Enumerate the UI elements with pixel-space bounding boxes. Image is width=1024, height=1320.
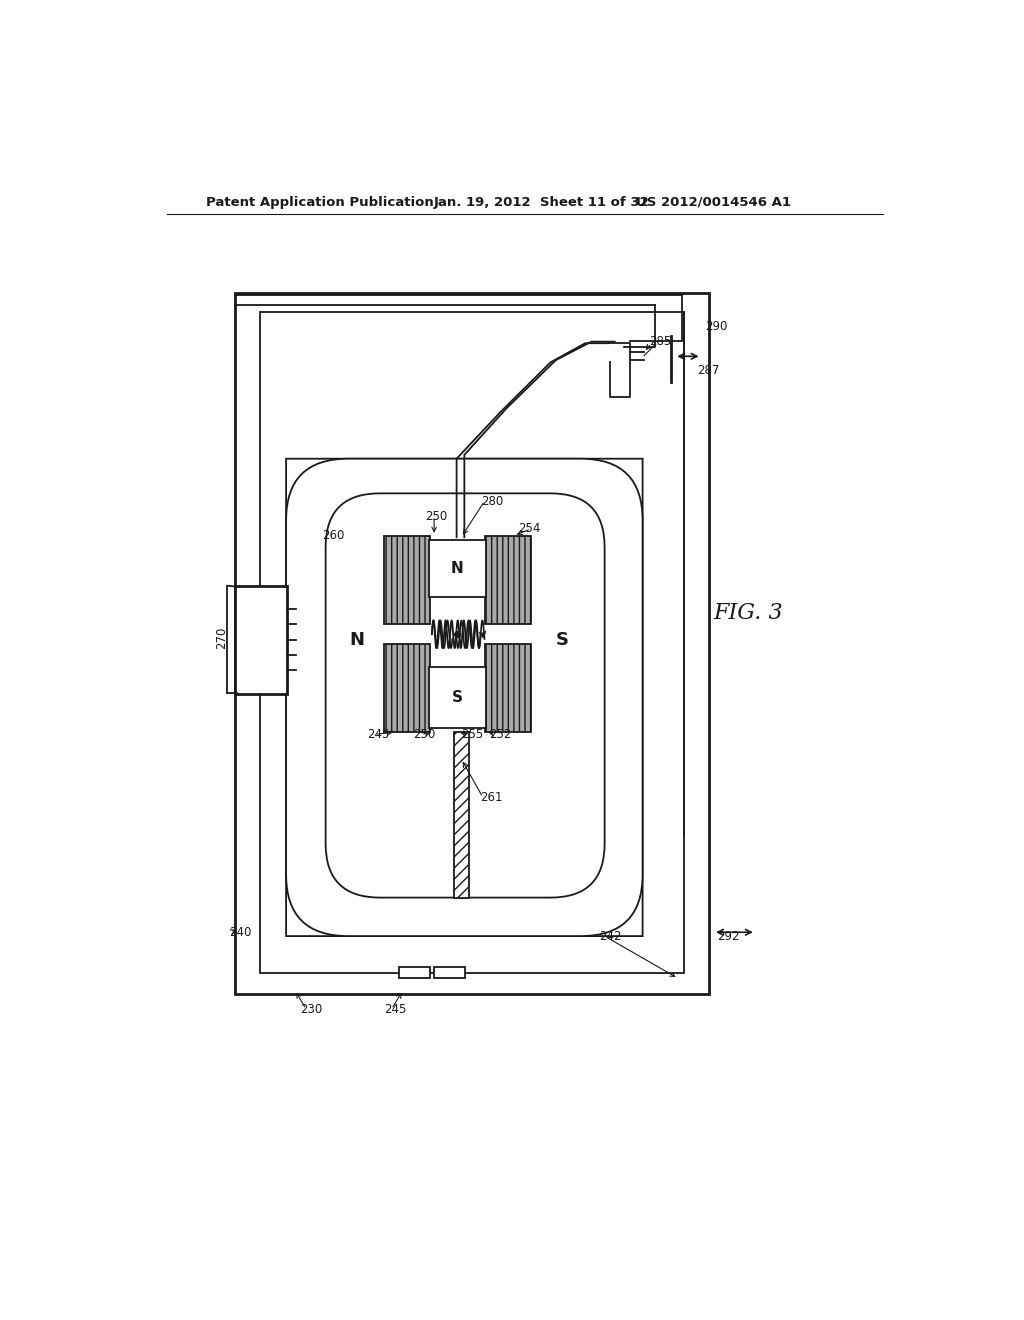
Bar [484,536,531,624]
FancyBboxPatch shape [286,459,643,936]
Text: 250: 250 [414,727,435,741]
Text: S: S [555,631,568,648]
Bar [260,313,684,973]
Bar [434,966,465,978]
Bar [429,540,486,598]
Text: 245: 245 [384,1003,407,1016]
Text: 255: 255 [461,727,483,741]
Text: 254: 254 [518,523,541,536]
Text: N: N [451,561,464,576]
FancyBboxPatch shape [326,494,604,898]
Text: S: S [452,690,463,705]
Text: 261: 261 [480,791,503,804]
Text: 250: 250 [426,510,447,523]
Bar [429,667,486,729]
Bar [454,733,469,898]
Text: 252: 252 [489,727,512,741]
Bar [399,966,430,978]
Text: 240: 240 [228,925,251,939]
Text: Jan. 19, 2012  Sheet 11 of 32: Jan. 19, 2012 Sheet 11 of 32 [433,195,649,209]
Text: 292: 292 [717,929,739,942]
Bar [384,536,430,624]
Text: N: N [349,631,365,648]
Text: 290: 290 [706,319,728,333]
Text: 287: 287 [697,363,720,376]
Bar [484,644,531,733]
Bar [234,293,710,994]
Text: 270: 270 [215,626,227,648]
Text: FIG. 3: FIG. 3 [713,602,782,624]
Text: US 2012/0014546 A1: US 2012/0014546 A1 [636,195,791,209]
Bar [384,644,430,733]
Text: Patent Application Publication: Patent Application Publication [206,195,433,209]
Text: 245: 245 [367,727,389,741]
FancyBboxPatch shape [286,459,643,936]
Text: 242: 242 [599,929,622,942]
Text: 280: 280 [480,495,503,508]
Text: 285: 285 [649,335,671,348]
Bar [234,586,287,693]
Text: 260: 260 [322,529,344,543]
Text: 230: 230 [300,1003,323,1016]
